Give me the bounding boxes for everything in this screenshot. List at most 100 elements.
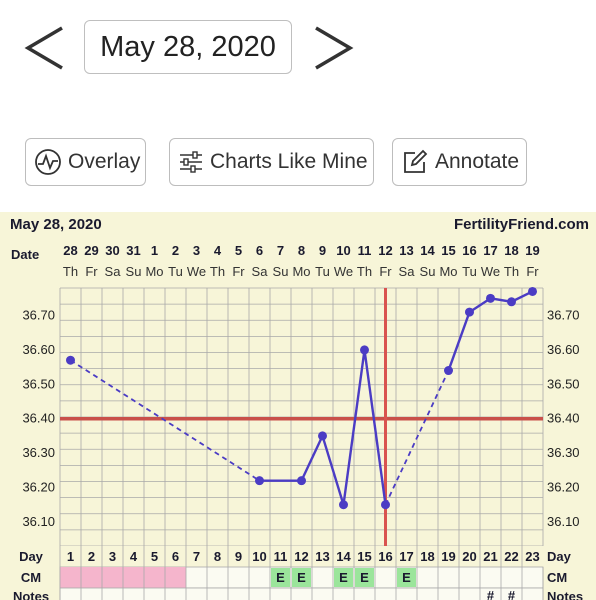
cm-period-cell [60,567,81,588]
y-tick-label-right: 36.20 [547,480,580,495]
notes-mark-label: # [487,588,495,600]
cm-row-label-right: CM [547,570,567,585]
y-tick-label-left: 36.60 [22,342,55,357]
y-tick-label-left: 36.10 [22,514,55,529]
overlay-label: Overlay [68,150,141,173]
temperature-line-segment [321,435,345,506]
date-tick-label: 3 [193,243,200,258]
weekday-tick-label: We [334,264,353,279]
current-date-label: May 28, 2020 [100,30,276,63]
notes-row-label-right: Notes [547,589,583,600]
weekday-tick-label: We [481,264,500,279]
sliders-icon [180,151,202,173]
date-tick-label: 10 [336,243,350,258]
cm-mark-cell [271,568,290,587]
temperature-point [528,286,537,296]
weekday-tick-label: Th [504,264,519,279]
date-tick-label: 18 [504,243,518,258]
date-tick-label: 2 [172,243,179,258]
chart-date-title: May 28, 2020 [10,216,102,233]
y-tick-label-left: 36.40 [22,411,55,426]
temperature-point [339,500,348,510]
y-tick-label-left: 36.20 [22,480,55,495]
date-tick-label: 9 [319,243,326,258]
day-row-background [0,546,596,567]
chart-brand: FertilityFriend.com [454,216,589,233]
pulse-circle-icon [35,149,61,175]
day-tick-label: 8 [214,549,221,564]
date-row-label: Date [11,247,39,262]
chevron-right-icon[interactable] [308,22,358,74]
date-tick-label: 15 [441,243,455,258]
weekday-tick-label: Mo [292,264,310,279]
day-tick-label: 12 [294,549,308,564]
weekday-tick-label: Th [63,264,78,279]
date-tick-label: 29 [84,243,98,258]
date-tick-label: 31 [126,243,140,258]
overlay-button[interactable]: Overlay [25,138,146,186]
weekday-tick-label: Tu [315,264,330,279]
day-tick-label: 11 [274,549,288,564]
temperature-point [255,476,264,486]
y-tick-label-right: 36.70 [547,308,580,323]
day-tick-label: 10 [252,549,266,564]
annotate-button[interactable]: Annotate [392,138,527,186]
day-row-label-left: Day [19,549,44,564]
temperature-point [486,293,495,303]
date-tick-label: 7 [277,243,284,258]
chevron-left-icon[interactable] [22,22,72,74]
date-tick-label: 19 [525,243,539,258]
date-tick-label: 14 [420,243,435,258]
charts-like-mine-button[interactable]: Charts Like Mine [169,138,374,186]
temperature-line-segment [342,349,366,505]
date-tick-label: 13 [399,243,413,258]
temperature-point [465,307,474,317]
date-tick-label: 17 [483,243,497,258]
date-tick-label: 1 [151,243,158,258]
weekday-tick-label: Fr [85,264,98,279]
cm-mark-label: E [276,570,285,585]
weekday-tick-label: Tu [168,264,183,279]
temperature-line-dashed-segment [70,359,260,482]
edit-icon [404,149,428,173]
day-tick-label: 5 [151,549,158,564]
date-tick-label: 4 [214,243,222,258]
y-tick-label-left: 36.50 [22,376,55,391]
day-tick-label: 6 [172,549,179,564]
day-row-label-right: Day [547,549,572,564]
cm-row-label-left: CM [21,570,41,585]
current-date-display[interactable]: May 28, 2020 [84,20,292,74]
day-tick-label: 3 [109,549,116,564]
day-tick-label: 15 [357,549,371,564]
temperature-point [360,345,369,355]
temperature-point [444,366,453,376]
cm-period-cell [123,567,144,588]
weekday-tick-label: Th [357,264,372,279]
y-tick-label-left: 36.70 [22,308,55,323]
day-tick-label: 13 [315,549,329,564]
day-tick-label: 9 [235,549,242,564]
weekday-tick-label: Sa [399,264,416,279]
date-tick-label: 12 [378,243,392,258]
date-tick-label: 6 [256,243,263,258]
weekday-tick-label: We [187,264,206,279]
weekday-tick-label: Th [210,264,225,279]
cm-mark-label: E [297,570,306,585]
day-tick-label: 20 [462,549,476,564]
cm-period-cell [144,567,165,588]
y-tick-label-left: 36.30 [22,445,55,460]
cm-mark-label: E [360,570,369,585]
temperature-line-dashed-segment [384,370,450,506]
day-tick-label: 21 [483,549,497,564]
temperature-point [297,476,306,486]
cm-period-cell [81,567,102,588]
cm-mark-label: E [402,570,411,585]
cm-mark-cell [355,568,374,587]
day-tick-label: 14 [336,549,351,564]
weekday-tick-label: Su [420,264,436,279]
day-tick-label: 16 [378,549,392,564]
cm-mark-cell [292,568,311,587]
date-tick-label: 11 [358,243,372,258]
weekday-tick-label: Mo [145,264,163,279]
cm-mark-label: E [339,570,348,585]
